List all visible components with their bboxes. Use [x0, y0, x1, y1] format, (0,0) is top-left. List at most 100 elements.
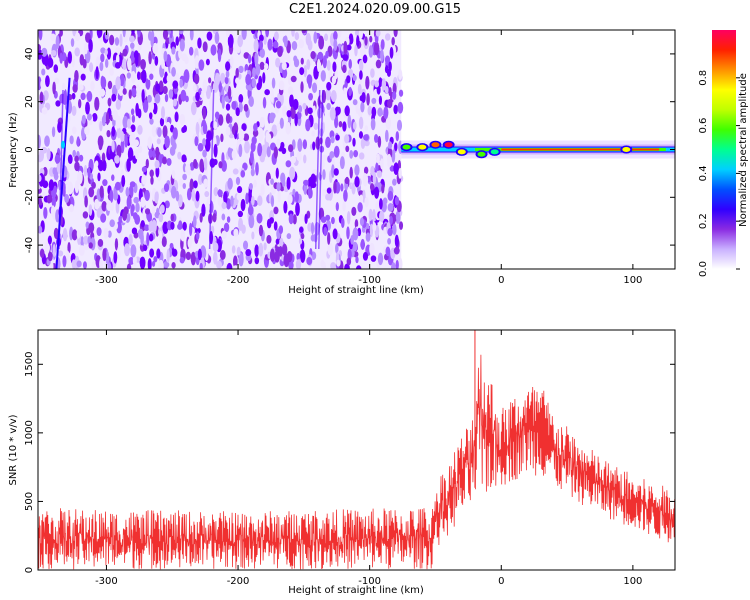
noise-blob [258, 242, 264, 257]
noise-blob [347, 114, 352, 129]
noise-blob [202, 138, 206, 147]
noise-blob [78, 84, 84, 91]
noise-blob [87, 235, 91, 245]
noise-blob [238, 252, 244, 267]
noise-blob [205, 85, 212, 100]
noise-blob [376, 85, 381, 95]
noise-blob [103, 227, 109, 239]
noise-blob [248, 183, 253, 190]
noise-blob [122, 115, 129, 129]
noise-blob [352, 74, 357, 81]
noise-blob [235, 67, 239, 79]
noise-blob [358, 30, 363, 40]
noise-blob [385, 246, 391, 257]
noise-blob [156, 207, 160, 217]
noise-blob [83, 242, 90, 251]
noise-blob [291, 30, 295, 37]
noise-blob [107, 80, 113, 90]
noise-blob [162, 85, 168, 95]
x-tick-label: -300 [95, 576, 118, 587]
noise-blob [370, 68, 375, 78]
noise-blob [96, 30, 103, 38]
noise-blob [109, 219, 115, 228]
noise-blob [54, 77, 60, 85]
noise-blob [78, 245, 85, 257]
noise-blob [202, 41, 208, 53]
noise-blob [42, 180, 49, 189]
noise-blob [335, 134, 340, 141]
noise-blob [276, 122, 281, 132]
noise-blob [338, 121, 343, 128]
noise-blob [360, 137, 366, 150]
noise-blob [308, 92, 314, 101]
noise-blob [276, 138, 281, 149]
noise-blob [313, 31, 318, 44]
noise-blob [120, 131, 125, 143]
noise-blob [175, 190, 180, 202]
signal-blob [402, 144, 411, 150]
noise-blob [163, 261, 170, 268]
noise-blob [218, 161, 223, 169]
noise-blob [65, 250, 70, 262]
noise-blob [273, 31, 279, 41]
noise-blob [292, 188, 296, 196]
noise-blob [326, 187, 332, 194]
noise-blob [271, 77, 276, 89]
noise-blob [162, 156, 167, 165]
noise-blob [221, 230, 227, 240]
noise-blob [146, 232, 150, 247]
noise-blob [46, 148, 51, 161]
noise-blob [339, 156, 345, 170]
noise-blob [171, 46, 176, 55]
noise-blob [343, 87, 348, 95]
noise-blob [299, 226, 304, 233]
noise-blob [149, 169, 154, 178]
noise-blob [151, 260, 156, 267]
noise-blob [213, 143, 218, 158]
noise-blob [154, 191, 159, 204]
noise-blob [141, 174, 147, 185]
noise-blob [126, 263, 132, 269]
noise-blob [81, 114, 86, 125]
noise-blob [74, 180, 79, 194]
noise-blob [206, 130, 213, 142]
noise-blob [217, 189, 223, 197]
noise-blob [39, 148, 45, 162]
noise-blob [130, 205, 134, 217]
noise-blob [291, 40, 298, 51]
noise-blob [201, 203, 206, 217]
noise-blob [62, 255, 67, 268]
noise-blob [269, 112, 276, 120]
noise-blob [392, 178, 397, 186]
noise-blob [83, 235, 89, 245]
noise-blob [384, 129, 389, 143]
noise-blob [361, 92, 366, 104]
noise-blob [392, 223, 397, 236]
noise-blob [250, 168, 255, 177]
noise-blob [224, 76, 229, 85]
noise-blob [121, 175, 126, 188]
noise-blob [331, 75, 337, 85]
noise-blob [172, 141, 177, 151]
noise-blob [363, 166, 369, 175]
noise-blob [237, 210, 244, 218]
noise-blob [212, 242, 219, 252]
noise-blob [202, 106, 207, 120]
noise-blob [182, 125, 187, 133]
noise-blob [366, 93, 370, 106]
noise-blob [395, 211, 401, 222]
noise-blob [39, 91, 44, 105]
noise-blob [352, 241, 358, 252]
noise-streak [208, 89, 215, 250]
noise-blob [96, 227, 102, 237]
noise-blob [375, 30, 381, 37]
noise-blob [106, 129, 111, 138]
noise-blob [44, 135, 50, 147]
noise-blob [145, 77, 151, 90]
noise-blob [299, 67, 305, 76]
noise-blob [59, 30, 63, 37]
noise-blob [213, 121, 218, 130]
noise-blob [280, 141, 285, 149]
x-tick-label: 100 [623, 275, 642, 286]
noise-blob [393, 104, 398, 115]
